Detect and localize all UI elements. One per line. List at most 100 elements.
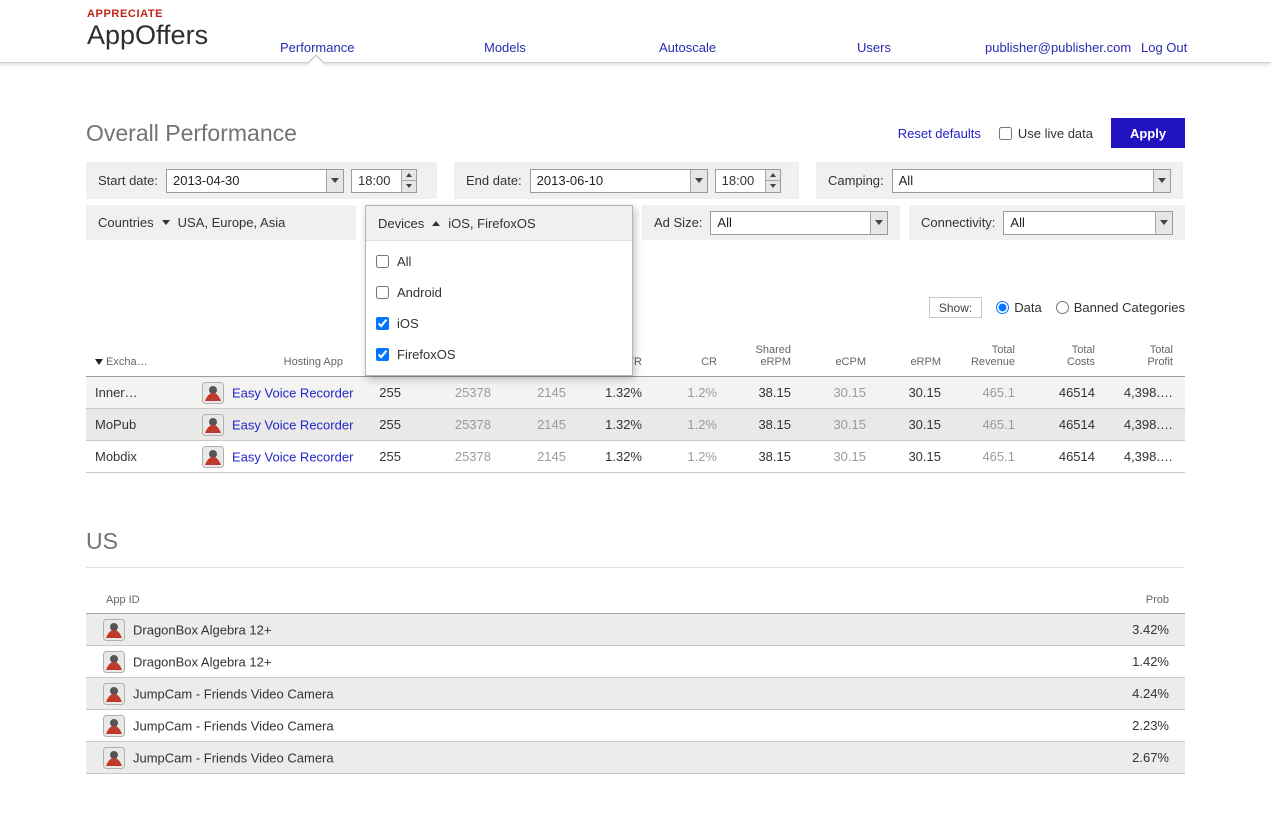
exchange-cell: MoPub [86, 408, 164, 441]
hosting-app-link[interactable]: Easy Voice Recorder [232, 417, 354, 432]
column-header-prob[interactable]: Prob [985, 594, 1185, 614]
show-label: Show: [928, 297, 983, 318]
camping-value: All [898, 173, 914, 188]
apply-button[interactable]: Apply [1111, 118, 1185, 148]
devices-dropdown-panel: Devices iOS, FirefoxOS All Android [365, 205, 633, 376]
device-option-label: All [397, 254, 412, 269]
reset-defaults-link[interactable]: Reset defaults [897, 125, 981, 141]
device-option-label: Android [397, 285, 442, 300]
column-header-exchange[interactable]: Excha… [86, 340, 164, 377]
show-data-radio[interactable] [996, 301, 1010, 314]
page-title: Overall Performance [86, 119, 297, 146]
use-live-data-label: Use live data [1017, 125, 1093, 141]
device-checkbox-firefoxos[interactable] [376, 348, 389, 361]
show-option-data[interactable]: Data [996, 300, 1042, 315]
brand-tagline: APPRECIATE [87, 8, 164, 20]
devices-dropdown-toggle[interactable]: Devices iOS, FirefoxOS [366, 206, 632, 241]
metric-cell: 25378 [413, 440, 503, 473]
hosting-app-link[interactable]: Easy Voice Recorder [232, 449, 354, 464]
page-header: Overall Performance Reset defaults Use l… [86, 115, 1185, 151]
metric-cell: 1.32% [578, 376, 654, 409]
start-date-select[interactable]: 2013-04-30 [165, 168, 344, 193]
countries-filter[interactable]: Countries USA, Europe, Asia [86, 205, 356, 240]
countries-value: USA, Europe, Asia [177, 215, 286, 230]
start-time-value[interactable]: 18:00 [357, 173, 391, 188]
countries-label: Countries [98, 215, 154, 230]
device-checkbox-all[interactable] [376, 255, 389, 268]
ad-size-label: Ad Size: [654, 215, 703, 230]
device-option-all[interactable]: All [366, 246, 632, 277]
column-header-shared-erpm[interactable]: Shared eRPM [729, 340, 803, 377]
app-icon [103, 746, 125, 769]
list-item: DragonBox Algebra 12+ 1.42% [86, 645, 1185, 678]
spinner-down-button[interactable] [401, 181, 416, 192]
app-icon [103, 618, 125, 641]
column-header-cr[interactable]: CR [654, 340, 729, 377]
spinner-down-button[interactable] [765, 181, 780, 192]
nav-item-performance[interactable]: Performance [280, 40, 355, 55]
start-time-input[interactable]: 18:00 [350, 168, 417, 193]
column-header-total-revenue[interactable]: Total Revenue [953, 340, 1027, 377]
us-apps-table: App ID Prob DragonBox Algebra 12+ 3.42% … [86, 594, 1185, 774]
app-icon [103, 682, 125, 705]
end-time-input[interactable]: 18:00 [714, 168, 781, 193]
column-header-app-id[interactable]: App ID [86, 594, 985, 614]
list-item: JumpCam - Friends Video Camera 4.24% [86, 677, 1185, 710]
column-header-total-profit[interactable]: Total Profit [1107, 340, 1185, 377]
app-name-cell: JumpCam - Friends Video Camera [86, 709, 985, 742]
metric-cell: 30.15 [878, 408, 953, 441]
exchange-cell: Mobdix [86, 440, 164, 473]
device-checkbox-ios[interactable] [376, 317, 389, 330]
table-header-row: App ID Prob [86, 594, 1185, 614]
show-option-banned[interactable]: Banned Categories [1055, 300, 1185, 315]
ad-size-value: All [717, 215, 732, 230]
device-checkbox-android[interactable] [376, 286, 389, 299]
devices-filter: Devices iOS, FirefoxOS All Android [365, 205, 633, 376]
spinner-up-button[interactable] [401, 169, 416, 181]
use-live-data-option[interactable]: Use live data [998, 125, 1093, 141]
camping-select[interactable]: All [891, 168, 1171, 193]
dropdown-arrow-icon[interactable] [689, 169, 707, 192]
end-date-filter: End date: 2013-06-10 18:00 [454, 162, 799, 199]
dropdown-arrow-icon[interactable] [870, 211, 887, 234]
metric-cell: 465.1 [953, 408, 1027, 441]
column-header-erpm[interactable]: eRPM [878, 340, 953, 377]
metric-cell: 46514 [1027, 408, 1107, 441]
column-header-total-costs[interactable]: Total Costs [1027, 340, 1107, 377]
device-option-firefoxos[interactable]: FirefoxOS [366, 339, 632, 370]
ad-size-select[interactable]: All [710, 210, 888, 235]
spinner-up-button[interactable] [765, 169, 780, 181]
use-live-data-checkbox[interactable] [998, 126, 1012, 140]
logout-link[interactable]: Log Out [1141, 40, 1188, 55]
prob-cell: 2.67% [985, 741, 1185, 774]
app-name-cell: DragonBox Algebra 12+ [86, 613, 985, 646]
device-option-android[interactable]: Android [366, 277, 632, 308]
sort-descending-icon [95, 359, 103, 365]
app-icon [103, 650, 125, 673]
column-header-hosting-app[interactable]: Hosting App [164, 340, 355, 377]
dropdown-arrow-icon[interactable] [1153, 169, 1170, 192]
end-date-select[interactable]: 2013-06-10 [529, 168, 708, 193]
metric-cell: 25378 [413, 376, 503, 409]
metric-cell: 30.15 [803, 376, 878, 409]
metric-cell: 4,398.… [1107, 376, 1185, 409]
user-email: publisher@publisher.com [985, 40, 1132, 55]
metric-cell: 2145 [503, 408, 578, 441]
hosting-app-link[interactable]: Easy Voice Recorder [232, 385, 354, 400]
list-item: JumpCam - Friends Video Camera 2.23% [86, 709, 1185, 742]
column-header-ecpm[interactable]: eCPM [803, 340, 878, 377]
end-time-value[interactable]: 18:00 [721, 173, 755, 188]
nav-item-models[interactable]: Models [484, 40, 526, 55]
app-icon [103, 714, 125, 737]
metric-cell: 465.1 [953, 440, 1027, 473]
show-banned-radio[interactable] [1055, 301, 1069, 314]
device-option-ios[interactable]: iOS [366, 308, 632, 339]
camping-filter: Camping: All [816, 162, 1183, 199]
dropdown-arrow-icon[interactable] [1155, 211, 1172, 234]
nav-item-autoscale[interactable]: Autoscale [659, 40, 717, 55]
nav-item-users[interactable]: Users [857, 40, 891, 55]
app-icon [202, 413, 224, 436]
camping-label: Camping: [828, 173, 884, 188]
connectivity-select[interactable]: All [1003, 210, 1173, 235]
dropdown-arrow-icon[interactable] [325, 169, 343, 192]
